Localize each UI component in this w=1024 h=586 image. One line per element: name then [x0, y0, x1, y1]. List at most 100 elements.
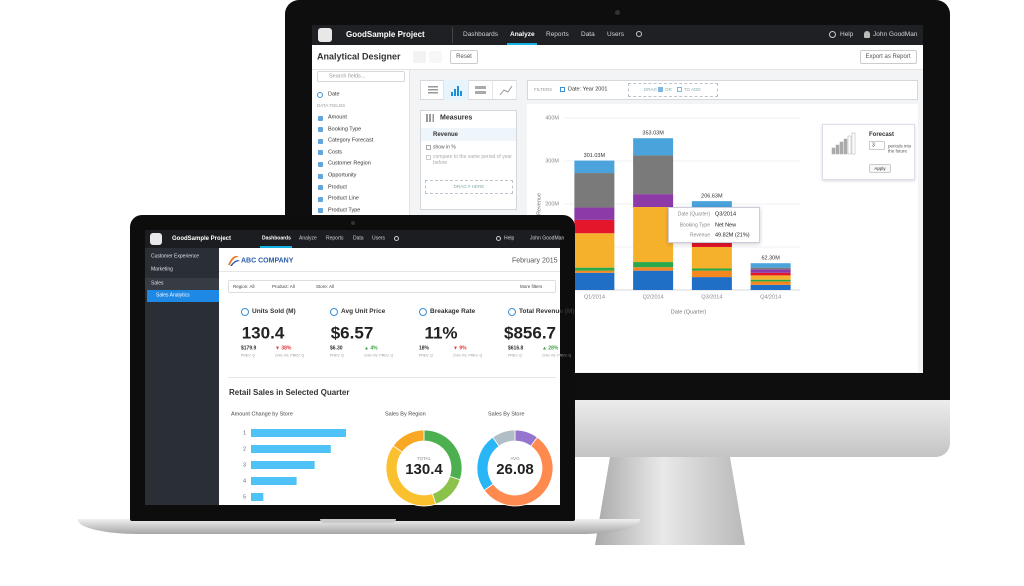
field-item[interactable]: Booking Type	[328, 125, 362, 132]
field-icon	[318, 115, 323, 121]
viz-toggle[interactable]	[469, 80, 493, 100]
reset-button[interactable]	[450, 50, 478, 64]
user-name[interactable]: John GoodMan	[530, 235, 565, 242]
checkbox-label: compare to the same period of year befor…	[433, 154, 512, 166]
monitor-stand	[595, 457, 745, 545]
field-item[interactable]: Costs	[328, 149, 343, 156]
tooltip-label: Booking Type	[679, 222, 710, 228]
period-value: 3	[872, 142, 875, 148]
toolbar	[312, 45, 923, 70]
measures-title: Measures	[440, 114, 473, 122]
apply-label: Apply	[874, 165, 886, 171]
laptop-notch	[320, 519, 396, 523]
period-selector[interactable]: February 2015	[512, 257, 558, 265]
tooltip-value: Net New	[715, 221, 737, 228]
kpi-title: Total Revenue (M)	[519, 307, 575, 315]
field-icon	[318, 150, 323, 156]
viz-toggle[interactable]	[493, 80, 517, 100]
field-item[interactable]: Category Forecast	[328, 137, 374, 144]
project-name[interactable]: GoodSample Project	[346, 30, 425, 39]
field-item[interactable]: Customer Region	[328, 160, 371, 167]
field-item[interactable]: Product	[328, 183, 347, 190]
field-icon	[318, 173, 323, 179]
kpi-change: ▼ 38%	[275, 345, 292, 352]
kpi-prev-label: PREV. Q	[241, 353, 255, 358]
filter[interactable]: Product: All	[272, 283, 295, 289]
header-rule	[219, 271, 560, 272]
nav-active	[260, 246, 292, 248]
sidebar-group-active	[145, 278, 219, 290]
date-filter[interactable]: Date: Year 2001	[568, 86, 608, 93]
kpi-prev-label: PREV. Q	[419, 353, 433, 358]
logo	[318, 28, 332, 42]
kpi-rule	[228, 377, 556, 378]
nav-item[interactable]: Data	[581, 30, 595, 38]
filter[interactable]: More filters	[520, 283, 543, 289]
export-label: Export as Report	[865, 54, 911, 60]
section-title: Retail Sales in Selected Quarter	[229, 388, 350, 397]
field-icon	[318, 208, 323, 214]
kpi-value: 130.4	[241, 323, 285, 343]
top-bar	[312, 25, 923, 45]
divider	[452, 27, 453, 43]
filter[interactable]: Region: All	[233, 283, 255, 289]
field-item[interactable]: Opportunity	[328, 172, 357, 179]
export-button[interactable]	[860, 50, 917, 64]
help-link[interactable]: Help	[504, 235, 515, 242]
kpi-change: ▼ 9%	[453, 345, 467, 352]
help-link[interactable]: Help	[840, 30, 854, 38]
attr-icon	[658, 87, 663, 92]
apply-button[interactable]	[869, 164, 891, 173]
nav-item[interactable]: Dashboards	[463, 30, 499, 38]
sidebar-item-active[interactable]	[147, 290, 219, 302]
tooltip-value: Q3/2014	[715, 211, 737, 218]
nav-item[interactable]: Analyze	[510, 30, 535, 38]
designer-title: Analytical Designer	[317, 51, 401, 62]
nav-item[interactable]: Analyze	[299, 235, 317, 242]
drop-hint: DRAG # HERE	[453, 183, 485, 189]
kpi-change: ▲ 4%	[364, 345, 378, 352]
sidebar-item[interactable]: Sales Analytics	[156, 292, 190, 299]
checkbox[interactable]	[426, 155, 431, 160]
viz-toggle[interactable]	[444, 80, 469, 100]
measure-name: Revenue	[433, 132, 459, 138]
user-name[interactable]: John GoodMan	[873, 30, 918, 38]
measure-item[interactable]	[421, 128, 516, 141]
field-icon	[318, 127, 323, 133]
field-item[interactable]: Amount	[328, 114, 347, 121]
search-icon	[636, 31, 642, 37]
field-item[interactable]: Product Type	[328, 207, 361, 214]
sidebar-item[interactable]: Customer Experience	[151, 253, 200, 260]
logo	[150, 233, 162, 245]
viz-toggle[interactable]	[420, 80, 445, 100]
nav-item[interactable]: Reports	[546, 30, 569, 38]
field-date[interactable]: Date	[328, 91, 340, 98]
nav-item[interactable]: Users	[372, 235, 386, 242]
sidebar-item[interactable]: Sales	[151, 280, 164, 287]
nav-item[interactable]: Dashboards	[262, 235, 291, 242]
sidebar-item[interactable]: Marketing	[151, 266, 173, 273]
field-item[interactable]: Product Line	[328, 195, 359, 202]
drop-hint: DRAG	[644, 86, 658, 92]
kpi-icon	[330, 308, 338, 316]
nav-item[interactable]: Users	[607, 30, 624, 38]
filters-label: FILTERS	[534, 86, 553, 92]
tooltip-label: Revenue	[689, 232, 710, 239]
redo-button[interactable]	[429, 51, 442, 63]
kpi-change-label: CHG VS. PREV. Q	[275, 353, 305, 358]
checkbox[interactable]	[426, 145, 431, 150]
nav-item[interactable]: Data	[353, 235, 364, 242]
search-icon	[394, 236, 399, 241]
search-box[interactable]	[317, 71, 405, 82]
nav-item[interactable]: Reports	[326, 235, 344, 242]
undo-button[interactable]	[413, 51, 426, 63]
top-bar	[145, 230, 560, 248]
camera	[615, 10, 620, 15]
help-icon	[829, 31, 836, 38]
period-select[interactable]	[869, 141, 885, 150]
kpi-prev-label: PREV. Q	[508, 353, 522, 358]
field-icon	[318, 185, 323, 191]
filter[interactable]: Store: All	[316, 283, 335, 289]
project-name[interactable]: GoodSample Project	[172, 236, 232, 242]
